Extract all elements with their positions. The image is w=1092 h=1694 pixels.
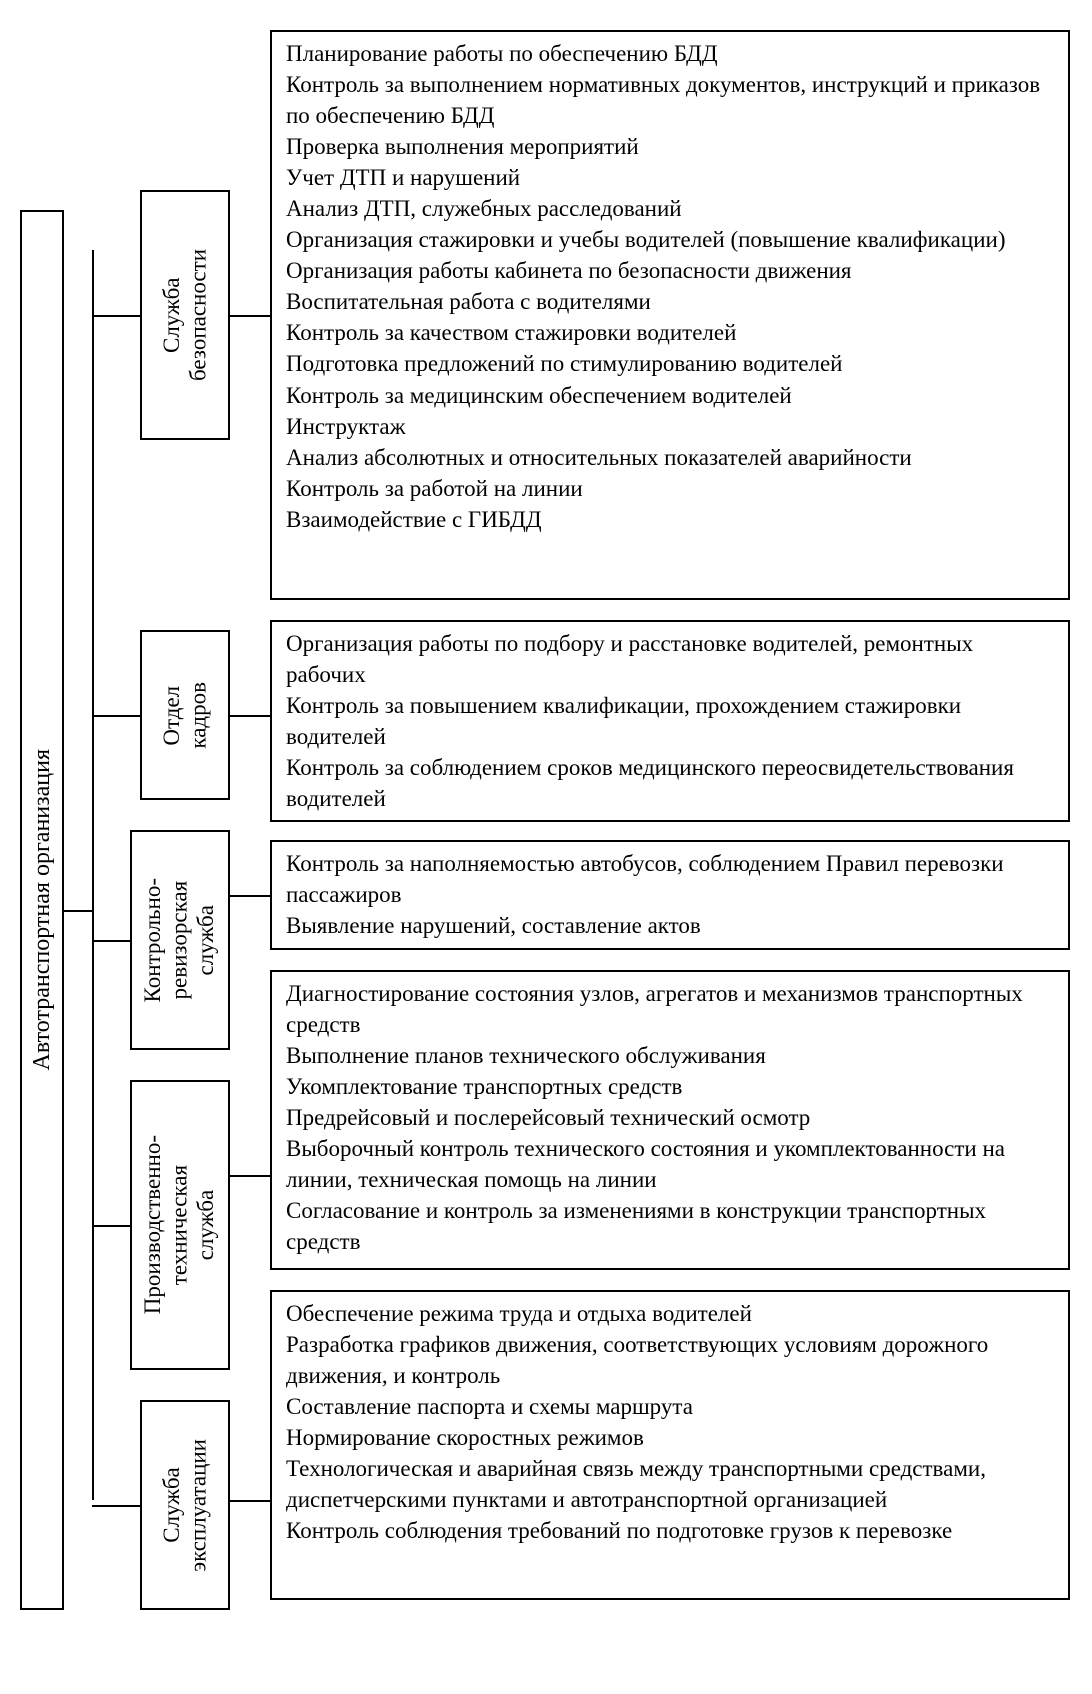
detail-line: Согласование и контроль за изменениями в… xyxy=(286,1195,1054,1257)
connector xyxy=(92,1505,140,1507)
connector xyxy=(92,315,140,317)
detail-line: Контроль за наполняемостью автобусов, со… xyxy=(286,848,1054,910)
detail-line: Анализ ДТП, служебных расследований xyxy=(286,193,1054,224)
detail-node-safety: Планирование работы по обеспечению БДДКо… xyxy=(270,30,1070,600)
detail-line: Организация работы по подбору и расстано… xyxy=(286,628,1054,690)
detail-line: Контроль за соблюдением сроков медицинск… xyxy=(286,752,1054,814)
dept-node-audit: Контрольно-ревизорскаяслужба xyxy=(130,830,230,1050)
connector xyxy=(230,895,270,897)
detail-line: Выявление нарушений, составление актов xyxy=(286,910,1054,941)
detail-line: Организация работы кабинета по безопасно… xyxy=(286,255,1054,286)
connector xyxy=(92,940,130,942)
detail-node-ops: Обеспечение режима труда и отдыха водите… xyxy=(270,1290,1070,1600)
org-diagram: Автотранспортная организация Службабезопа… xyxy=(20,30,1072,1650)
detail-line: Диагностирование состояния узлов, агрега… xyxy=(286,978,1054,1040)
detail-line: Контроль за качеством стажировки водител… xyxy=(286,317,1054,348)
detail-line: Учет ДТП и нарушений xyxy=(286,162,1054,193)
detail-line: Нормирование скоростных режимов xyxy=(286,1422,1054,1453)
detail-line: Контроль за медицинским обеспечением вод… xyxy=(286,380,1054,411)
detail-line: Обеспечение режима труда и отдыха водите… xyxy=(286,1298,1054,1329)
detail-line: Выполнение планов технического обслужива… xyxy=(286,1040,1054,1071)
detail-node-hr: Организация работы по подбору и расстано… xyxy=(270,620,1070,822)
connector xyxy=(64,910,92,912)
dept-label: Отделкадров xyxy=(159,674,212,757)
detail-line: Технологическая и аварийная связь между … xyxy=(286,1453,1054,1515)
detail-line: Контроль за повышением квалификации, про… xyxy=(286,690,1054,752)
detail-line: Подготовка предложений по стимулированию… xyxy=(286,348,1054,379)
dept-node-hr: Отделкадров xyxy=(140,630,230,800)
detail-line: Контроль за работой на линии xyxy=(286,473,1054,504)
detail-line: Контроль соблюдения требований по подгот… xyxy=(286,1515,1054,1546)
connector xyxy=(230,315,270,317)
root-label: Автотранспортная организация xyxy=(29,739,56,1080)
dept-label: Службаэксплуатации xyxy=(159,1431,212,1580)
detail-line: Взаимодействие с ГИБДД xyxy=(286,504,1054,535)
detail-node-audit: Контроль за наполняемостью автобусов, со… xyxy=(270,840,1070,950)
dept-label: Контрольно-ревизорскаяслужба xyxy=(140,870,219,1010)
root-node: Автотранспортная организация xyxy=(20,210,64,1610)
detail-line: Контроль за выполнением нормативных доку… xyxy=(286,69,1054,131)
connector xyxy=(92,1225,130,1227)
connector-spine xyxy=(92,250,94,1500)
dept-label: Производственно-техническаяслужба xyxy=(140,1127,219,1322)
detail-line: Анализ абсолютных и относительных показа… xyxy=(286,442,1054,473)
detail-line: Инструктаж xyxy=(286,411,1054,442)
detail-line: Воспитательная работа с водителями xyxy=(286,286,1054,317)
detail-line: Проверка выполнения мероприятий xyxy=(286,131,1054,162)
detail-line: Разработка графиков движения, соответств… xyxy=(286,1329,1054,1391)
dept-node-ops: Службаэксплуатации xyxy=(140,1400,230,1610)
connector xyxy=(92,715,140,717)
detail-node-tech: Диагностирование состояния узлов, агрега… xyxy=(270,970,1070,1270)
connector xyxy=(230,1175,270,1177)
dept-label: Службабезопасности xyxy=(159,241,212,389)
detail-line: Организация стажировки и учебы водителей… xyxy=(286,224,1054,255)
detail-line: Предрейсовый и послерейсовый технический… xyxy=(286,1102,1054,1133)
detail-line: Выборочный контроль технического состоян… xyxy=(286,1133,1054,1195)
detail-line: Составление паспорта и схемы маршрута xyxy=(286,1391,1054,1422)
detail-line: Планирование работы по обеспечению БДД xyxy=(286,38,1054,69)
detail-line: Укомплектование транспортных средств xyxy=(286,1071,1054,1102)
dept-node-tech: Производственно-техническаяслужба xyxy=(130,1080,230,1370)
dept-node-safety: Службабезопасности xyxy=(140,190,230,440)
connector xyxy=(230,715,270,717)
connector xyxy=(230,1500,270,1502)
